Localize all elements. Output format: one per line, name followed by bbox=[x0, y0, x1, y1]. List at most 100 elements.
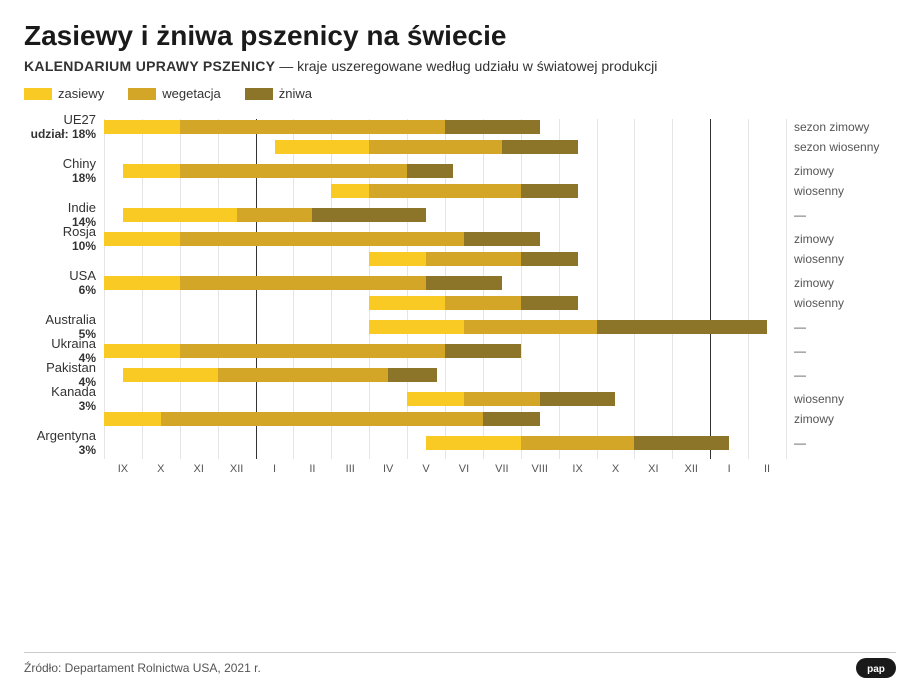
bar-segment-sowing bbox=[104, 412, 161, 426]
country-name: Kanada bbox=[51, 385, 96, 399]
bar-container bbox=[104, 368, 786, 382]
legend-swatch-growing bbox=[128, 88, 156, 100]
season-label: zimowy bbox=[786, 164, 834, 178]
bar-segment-harvest bbox=[426, 276, 502, 290]
season-label: — bbox=[786, 368, 806, 382]
bar-segment-growing bbox=[426, 252, 521, 266]
chart-row: wiosenny bbox=[104, 295, 786, 311]
season-label: wiosenny bbox=[786, 296, 844, 310]
bar-segment-growing bbox=[369, 140, 502, 154]
bar-segment-sowing bbox=[369, 320, 464, 334]
bar-container bbox=[104, 320, 786, 334]
bar-segment-harvest bbox=[445, 344, 521, 358]
country-group: Argentyna3%— bbox=[104, 435, 786, 451]
bar-segment-harvest bbox=[634, 436, 729, 450]
season-label: wiosenny bbox=[786, 184, 844, 198]
country-group: USA6%zimowy wiosenny bbox=[104, 275, 786, 311]
bar-segment-growing bbox=[218, 368, 389, 382]
legend-label-sowing: zasiewy bbox=[58, 86, 104, 101]
bar-segment-harvest bbox=[521, 296, 578, 310]
country-label: UE27udział: 18% bbox=[31, 113, 104, 140]
subtitle-rest: — kraje uszeregowane według udziału w św… bbox=[275, 58, 657, 74]
x-axis: IXXXIXIIIIIIIIIVVVIVIIVIIIIXXXIXIIIII bbox=[104, 459, 786, 483]
axis-month-label: IV bbox=[383, 463, 393, 475]
svg-text:pap: pap bbox=[867, 664, 885, 675]
legend: zasiewy wegetacja żniwa bbox=[24, 86, 896, 101]
bar-container bbox=[104, 276, 786, 290]
season-label: zimowy bbox=[786, 232, 834, 246]
legend-swatch-harvest bbox=[245, 88, 273, 100]
axis-month-label: IX bbox=[572, 463, 582, 475]
chart-row: Kanada3%wiosenny bbox=[104, 391, 786, 407]
country-name: Argentyna bbox=[37, 429, 96, 443]
bar-container bbox=[104, 252, 786, 266]
bar-segment-sowing bbox=[369, 252, 426, 266]
bar-segment-sowing bbox=[104, 276, 180, 290]
country-group: Ukraina4%— bbox=[104, 343, 786, 359]
bar-container bbox=[104, 392, 786, 406]
country-share: 10% bbox=[63, 240, 96, 253]
chart-row: Australia5%— bbox=[104, 319, 786, 335]
country-group: Rosja10%zimowywiosenny bbox=[104, 231, 786, 267]
country-label: USA6% bbox=[69, 269, 104, 296]
axis-month-label: I bbox=[728, 463, 731, 475]
bar-container bbox=[104, 184, 786, 198]
chart-row: wiosenny bbox=[104, 251, 786, 267]
legend-item-harvest: żniwa bbox=[245, 86, 312, 101]
country-name: Indie bbox=[68, 201, 96, 215]
country-group: Australia5%— bbox=[104, 319, 786, 335]
bar-segment-growing bbox=[445, 296, 521, 310]
bar-segment-growing bbox=[180, 164, 407, 178]
footer-divider bbox=[24, 652, 896, 653]
legend-label-harvest: żniwa bbox=[279, 86, 312, 101]
axis-month-label: VI bbox=[459, 463, 469, 475]
bar-container bbox=[104, 208, 786, 222]
bar-segment-sowing bbox=[104, 232, 180, 246]
axis-month-label: V bbox=[422, 463, 429, 475]
bar-segment-sowing bbox=[104, 120, 180, 134]
country-share: 3% bbox=[51, 400, 96, 413]
bar-segment-growing bbox=[180, 276, 426, 290]
legend-swatch-sowing bbox=[24, 88, 52, 100]
bar-container bbox=[104, 140, 786, 154]
season-label: wiosenny bbox=[786, 252, 844, 266]
bar-segment-sowing bbox=[407, 392, 464, 406]
country-share: 6% bbox=[69, 284, 96, 297]
country-label: Kanada3% bbox=[51, 385, 104, 412]
country-group: Indie14%— bbox=[104, 207, 786, 223]
country-name: USA bbox=[69, 269, 96, 283]
country-group: Chiny18%zimowywiosenny bbox=[104, 163, 786, 199]
chart-area: UE27udział: 18%sezon zimowy sezon wiosenn… bbox=[104, 119, 786, 483]
chart-row: Argentyna3%— bbox=[104, 435, 786, 451]
bar-segment-harvest bbox=[521, 252, 578, 266]
chart-row: sezon wiosenny bbox=[104, 139, 786, 155]
country-group: Pakistan4%— bbox=[104, 367, 786, 383]
bar-segment-harvest bbox=[388, 368, 437, 382]
chart-rows: UE27udział: 18%sezon zimowy sezon wiosenn… bbox=[104, 119, 786, 451]
country-label: Rosja10% bbox=[63, 225, 104, 252]
bar-segment-growing bbox=[521, 436, 635, 450]
country-name: Rosja bbox=[63, 225, 96, 239]
axis-month-label: IX bbox=[118, 463, 128, 475]
axis-month-label: II bbox=[309, 463, 315, 475]
axis-month-label: X bbox=[612, 463, 619, 475]
bar-container bbox=[104, 164, 786, 178]
season-label: zimowy bbox=[786, 276, 834, 290]
bar-container bbox=[104, 412, 786, 426]
axis-month-label: VIII bbox=[531, 463, 548, 475]
axis-month-label: VII bbox=[495, 463, 508, 475]
bar-container bbox=[104, 436, 786, 450]
source-text: Źródło: Departament Rolnictwa USA, 2021 … bbox=[24, 661, 261, 675]
bar-segment-sowing bbox=[331, 184, 369, 198]
subtitle-bold: KALENDARIUM UPRAWY PSZENICY bbox=[24, 58, 275, 74]
legend-item-growing: wegetacja bbox=[128, 86, 221, 101]
season-label: zimowy bbox=[786, 412, 834, 426]
bar-container bbox=[104, 120, 786, 134]
bar-segment-growing bbox=[464, 392, 540, 406]
bar-segment-harvest bbox=[483, 412, 540, 426]
country-group: UE27udział: 18%sezon zimowy sezon wiosenn… bbox=[104, 119, 786, 155]
chart-row: UE27udział: 18%sezon zimowy bbox=[104, 119, 786, 135]
logo: pap bbox=[856, 658, 896, 683]
chart-row: USA6%zimowy bbox=[104, 275, 786, 291]
bar-segment-sowing bbox=[275, 140, 370, 154]
